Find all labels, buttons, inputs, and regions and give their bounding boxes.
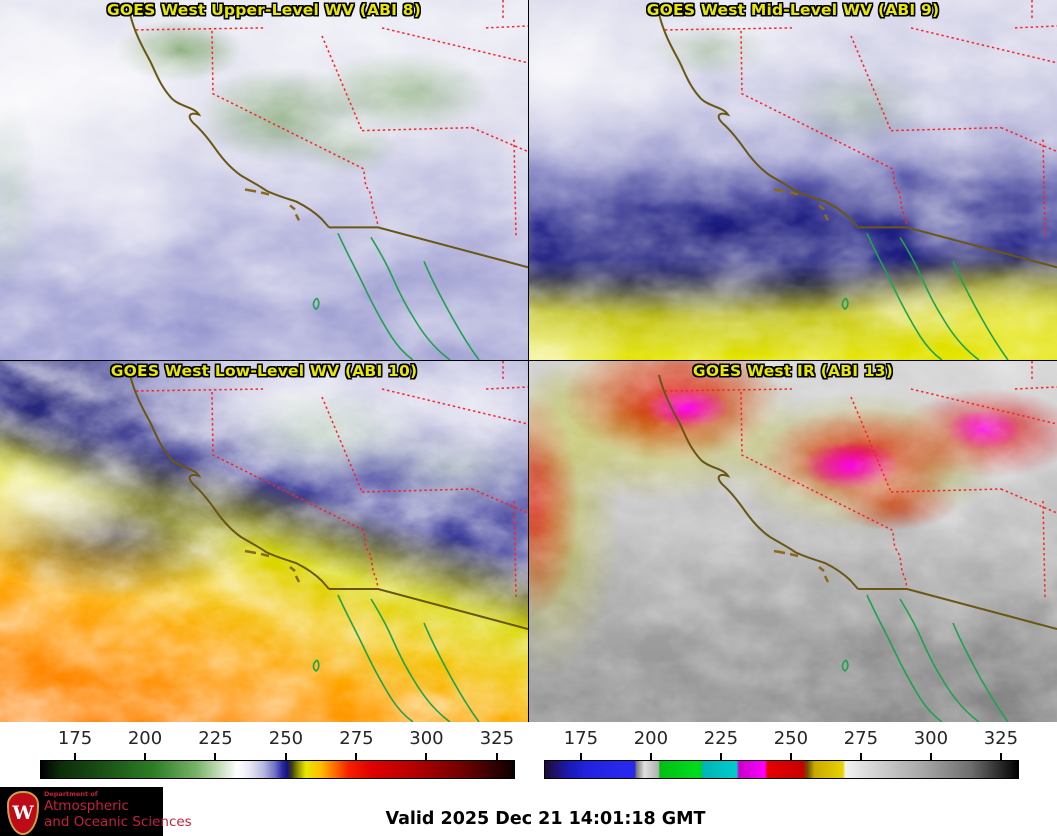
baja-mexico-coast <box>841 233 1009 360</box>
colorbar-tick-mark <box>719 753 722 760</box>
map-overlay <box>0 0 528 360</box>
california-coastline <box>658 13 1057 269</box>
colorbar-tick-mark <box>355 753 358 760</box>
california-coastline <box>129 374 528 630</box>
colorbar-tick-mark <box>999 753 1002 760</box>
logo-dept-line: Department of <box>44 790 98 798</box>
panel-title: GOES West Upper-Level WV (ABI 8) <box>106 1 422 19</box>
colorbar-tick-label: 275 <box>843 728 879 749</box>
channel-islands <box>773 549 830 583</box>
colorbar-tick-mark <box>144 753 146 760</box>
colorbar-row: 175 200 225 250 275 300 325 175 200 225 250 275 300… <box>0 722 1057 782</box>
colorbar-tick-label: 325 <box>479 728 515 749</box>
cloud-texture <box>0 361 528 722</box>
wv-colorbar: 175 200 225 250 275 300 325 <box>0 722 528 782</box>
map-overlay <box>529 361 1057 722</box>
colorbar-tick-mark <box>425 753 428 760</box>
colorbar-tick-mark <box>579 753 582 760</box>
cloud-texture <box>0 0 528 360</box>
valid-timestamp: Valid 2025 Dec 21 14:01:18 GMT <box>385 809 706 829</box>
map-overlay <box>0 361 528 722</box>
map-overlay <box>529 0 1057 360</box>
state-borders <box>664 0 1057 236</box>
state-borders <box>664 361 1057 598</box>
colorbar-tick-label: 200 <box>127 728 163 749</box>
california-coastline <box>658 374 1057 630</box>
panel-low-level-wv: GOES West Low-Level WV (ABI 10) <box>0 361 528 722</box>
channel-islands <box>244 188 301 221</box>
colorbar-tick-mark <box>495 753 498 760</box>
state-borders <box>135 0 528 236</box>
cloud-texture <box>529 361 1057 722</box>
wv-colorbar-gradient <box>40 760 515 779</box>
panel-upper-level-wv: GOES West Upper-Level WV (ABI 8) <box>0 0 528 360</box>
aos-department-logo: W Department of Atmospheric and Oceanic … <box>0 787 192 836</box>
baja-mexico-coast <box>841 594 1009 722</box>
state-borders <box>135 361 528 598</box>
colorbar-tick-label: 325 <box>983 728 1019 749</box>
colorbar-tick-label: 175 <box>563 728 599 749</box>
satellite-panel-grid: GOES West Upper-Level WV (ABI 8) GOES We… <box>0 0 1057 722</box>
colorbar-tick-label: 200 <box>633 728 669 749</box>
baja-mexico-coast <box>312 233 480 360</box>
cloud-texture <box>529 0 1057 360</box>
colorbar-tick-label: 300 <box>409 728 444 749</box>
panel-ir: GOES West IR (ABI 13) <box>529 361 1057 722</box>
logo-line-1: Atmospheric <box>44 797 129 814</box>
ir-colorbar-gradient <box>544 760 1019 779</box>
colorbar-tick-mark <box>789 753 792 760</box>
logo-text: Department of Atmospheric and Oceanic Sc… <box>44 790 192 831</box>
channel-islands <box>244 549 301 583</box>
ir-colorbar: 175 200 225 250 275 300 325 <box>528 722 1057 782</box>
panel-title: GOES West Mid-Level WV (ABI 9) <box>646 1 940 19</box>
colorbar-tick-mark <box>859 753 862 760</box>
baja-mexico-coast <box>312 594 480 722</box>
channel-islands <box>773 188 830 221</box>
panel-mid-level-wv: GOES West Mid-Level WV (ABI 9) <box>529 0 1057 360</box>
colorbar-tick-label: 250 <box>773 728 809 749</box>
colorbar-tick-label: 250 <box>268 728 304 749</box>
colorbar-tick-label: 300 <box>913 728 949 749</box>
colorbar-tick-mark <box>649 753 652 760</box>
california-coastline <box>129 13 528 269</box>
colorbar-tick-label: 225 <box>703 728 739 749</box>
logo-line-2: and Oceanic Sciences <box>44 813 192 830</box>
colorbar-tick-label: 275 <box>339 728 374 749</box>
panel-title: GOES West Low-Level WV (ABI 10) <box>110 362 418 380</box>
panel-title: GOES West IR (ABI 13) <box>692 362 894 380</box>
colorbar-tick-mark <box>74 753 76 760</box>
colorbar-tick-label: 175 <box>57 728 93 749</box>
colorbar-tick-mark <box>214 753 217 760</box>
colorbar-tick-label: 225 <box>198 728 233 749</box>
uw-crest-icon: W <box>7 791 39 835</box>
crest-letter: W <box>12 801 34 824</box>
colorbar-tick-mark <box>929 753 932 760</box>
colorbar-tick-mark <box>284 753 287 760</box>
footer: 175 200 225 250 275 300 325 175 200 225 250 275 300… <box>0 722 1057 836</box>
